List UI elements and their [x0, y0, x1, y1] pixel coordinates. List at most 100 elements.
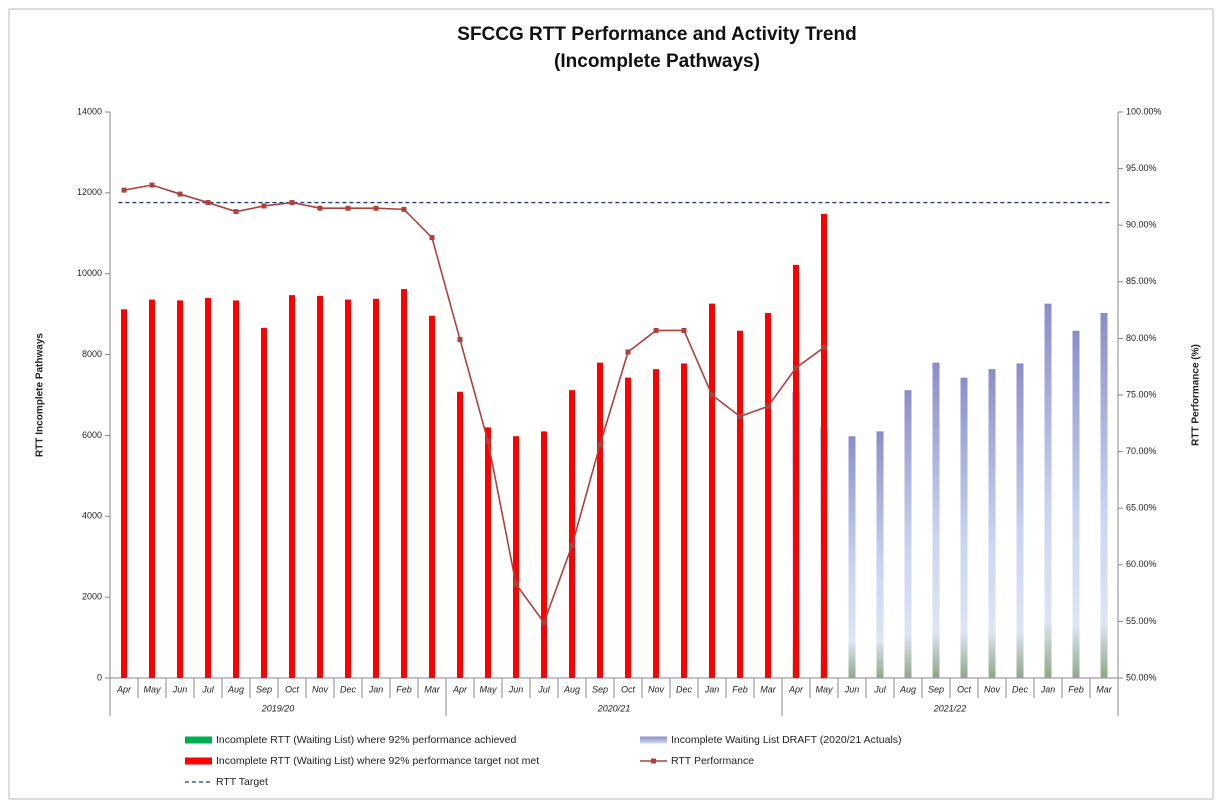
y-tick-label: 0 — [97, 672, 102, 682]
x-tick-label: May — [479, 684, 497, 694]
y2-tick-label: 80.00% — [1126, 333, 1157, 343]
bar — [569, 390, 575, 678]
line-marker — [709, 392, 715, 398]
x-tick-label: Jun — [844, 684, 860, 694]
x-tick-label: Aug — [563, 684, 580, 694]
legend-swatch — [185, 736, 212, 744]
chart-subtitle: (Incomplete Pathways) — [554, 51, 760, 72]
line-marker — [737, 414, 743, 420]
bar — [960, 377, 968, 678]
bar — [821, 213, 827, 678]
bar — [205, 297, 211, 678]
y-tick-label: 12000 — [77, 187, 102, 197]
y2-tick-label: 95.00% — [1126, 163, 1157, 173]
line-marker — [541, 620, 547, 626]
x-tick-label: Jul — [201, 684, 215, 694]
bar — [121, 309, 127, 678]
x-tick-label: Nov — [984, 684, 1001, 694]
line-marker — [177, 191, 183, 197]
x-tick-label: Dec — [676, 684, 693, 694]
x-tick-label: May — [815, 684, 833, 694]
legend-label: RTT Performance — [671, 755, 754, 767]
y2-tick-label: 50.00% — [1126, 672, 1157, 682]
line-marker — [625, 349, 631, 355]
bar — [1100, 312, 1108, 678]
bar — [1016, 363, 1024, 678]
x-tick-label: Oct — [285, 684, 300, 694]
bar — [149, 299, 155, 678]
x-tick-label: Apr — [788, 684, 804, 694]
bar — [317, 295, 323, 678]
x-tick-label: Jan — [1040, 684, 1056, 694]
bar — [625, 377, 631, 678]
line-marker — [261, 203, 267, 209]
legend-swatch — [651, 758, 656, 764]
bar — [261, 327, 267, 678]
line-marker — [121, 187, 127, 193]
x-tick-label: Oct — [621, 684, 636, 694]
y2-tick-label: 55.00% — [1126, 616, 1157, 626]
legend-label: Incomplete Waiting List DRAFT (2020/21 A… — [671, 734, 902, 746]
bar — [289, 295, 295, 678]
bar — [177, 300, 183, 678]
legend-label: Incomplete RTT (Waiting List) where 92% … — [216, 734, 517, 746]
x-tick-label: Sep — [592, 684, 608, 694]
bar — [513, 436, 519, 678]
x-tick-label: Jul — [537, 684, 551, 694]
line-marker — [597, 442, 603, 448]
y2-tick-label: 75.00% — [1126, 389, 1157, 399]
line-marker — [569, 543, 575, 549]
x-tick-label: Mar — [760, 684, 777, 694]
line-marker — [233, 209, 239, 215]
bar — [765, 312, 771, 678]
bar — [233, 300, 239, 678]
line-marker — [653, 327, 659, 333]
line-marker — [457, 337, 463, 343]
bar — [541, 431, 547, 678]
line-marker — [513, 581, 519, 587]
x-group-label: 2021/22 — [933, 703, 967, 713]
y2-axis-title: RTT Performance (%) — [1191, 344, 1202, 446]
line-marker — [205, 200, 211, 206]
x-group-label: 2020/21 — [597, 703, 631, 713]
y2-tick-label: 60.00% — [1126, 559, 1157, 569]
bar — [988, 369, 996, 678]
x-tick-label: Oct — [957, 684, 972, 694]
bar — [401, 289, 407, 678]
y-tick-label: 2000 — [82, 592, 102, 602]
bar — [932, 362, 940, 678]
line-marker — [345, 205, 351, 211]
y2-tick-label: 100.00% — [1126, 106, 1162, 116]
line-marker — [317, 205, 323, 211]
x-tick-label: Jan — [704, 684, 720, 694]
line-marker — [681, 327, 687, 333]
y2-tick-label: 85.00% — [1126, 276, 1157, 286]
x-group-label: 2019/20 — [261, 703, 295, 713]
x-tick-label: Sep — [928, 684, 944, 694]
x-tick-label: Apr — [452, 684, 468, 694]
bar — [876, 431, 884, 678]
bar — [681, 363, 687, 678]
x-tick-label: Dec — [1012, 684, 1029, 694]
x-tick-label: Feb — [732, 684, 748, 694]
x-tick-label: Mar — [424, 684, 441, 694]
x-tick-label: Jun — [508, 684, 524, 694]
x-tick-label: Sep — [256, 684, 272, 694]
bar — [345, 299, 351, 678]
chart-frame — [8, 8, 1214, 800]
line-marker — [765, 403, 771, 409]
x-tick-label: Aug — [227, 684, 244, 694]
line-marker — [289, 200, 295, 206]
line-marker — [429, 235, 435, 241]
x-tick-label: Jan — [368, 684, 384, 694]
x-tick-label: Feb — [1068, 684, 1084, 694]
x-tick-label: Mar — [1096, 684, 1113, 694]
x-tick-label: May — [143, 684, 161, 694]
line-marker — [485, 438, 491, 444]
x-tick-label: Nov — [312, 684, 329, 694]
bar — [904, 390, 912, 678]
legend-label: RTT Target — [216, 776, 268, 788]
legend-swatch — [640, 736, 667, 744]
bar — [457, 391, 463, 678]
bar — [848, 436, 856, 678]
